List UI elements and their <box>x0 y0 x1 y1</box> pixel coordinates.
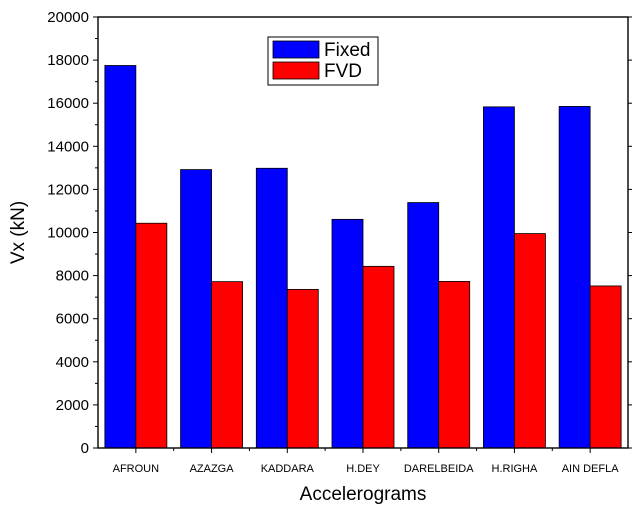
x-tick-label: AFROUN <box>113 463 160 475</box>
bar-fvd-h-dey <box>362 265 395 449</box>
bar-fvd-ain-defla <box>589 285 622 449</box>
bar-fvd-kaddara <box>286 288 319 449</box>
y-tick-label: 6000 <box>56 311 89 328</box>
x-tick-label: KADDARA <box>261 463 315 475</box>
bar-fixed-h-righa <box>483 106 515 449</box>
bar-fixed-afroun <box>104 65 137 449</box>
bar-fixed-azazga <box>180 169 212 449</box>
bar-fixed-h-dey <box>331 218 364 449</box>
y-tick-label: 14000 <box>47 138 89 155</box>
legend-label-fixed: Fixed <box>324 40 370 61</box>
x-tick-label: AIN DEFLA <box>562 463 620 475</box>
y-tick-label: 20000 <box>47 9 89 26</box>
bar-fvd-h-righa <box>514 233 546 449</box>
x-tick-label: H.RIGHA <box>492 463 539 475</box>
bar-fixed-darelbeida <box>407 202 440 449</box>
bar-fvd-darelbeida <box>438 281 471 449</box>
ticks-group: AFROUN AZAZGA KADDARA H.DEY DARELBEIDA H.RIGH… <box>47 9 632 475</box>
y-tick-label: 10000 <box>47 225 89 242</box>
legend-swatch-fixed <box>272 40 320 59</box>
x-tick-label: DARELBEIDA <box>404 463 474 475</box>
y-tick-label: 0 <box>81 440 89 457</box>
x-tick-label: H.DEY <box>346 463 380 475</box>
bar-fixed-ain-defla <box>558 106 591 449</box>
legend-swatch-fvd <box>272 61 320 80</box>
x-axis-title: Accelerograms <box>300 484 427 505</box>
bar-fixed-kaddara <box>255 167 288 449</box>
y-tick-label: 4000 <box>56 354 89 371</box>
y-axis-title: Vx (kN) <box>8 201 29 264</box>
y-tick-label: 16000 <box>47 95 89 112</box>
y-tick-label: 2000 <box>56 397 89 414</box>
y-tick-label: 8000 <box>56 268 89 285</box>
y-tick-label: 12000 <box>47 181 89 198</box>
y-tick-label: 18000 <box>47 52 89 69</box>
bars-group <box>104 65 622 449</box>
bar-fvd-azazga <box>211 281 243 449</box>
x-tick-label: AZAZGA <box>190 463 235 475</box>
bar-fvd-afroun <box>135 222 168 449</box>
legend-label-fvd: FVD <box>324 61 362 82</box>
